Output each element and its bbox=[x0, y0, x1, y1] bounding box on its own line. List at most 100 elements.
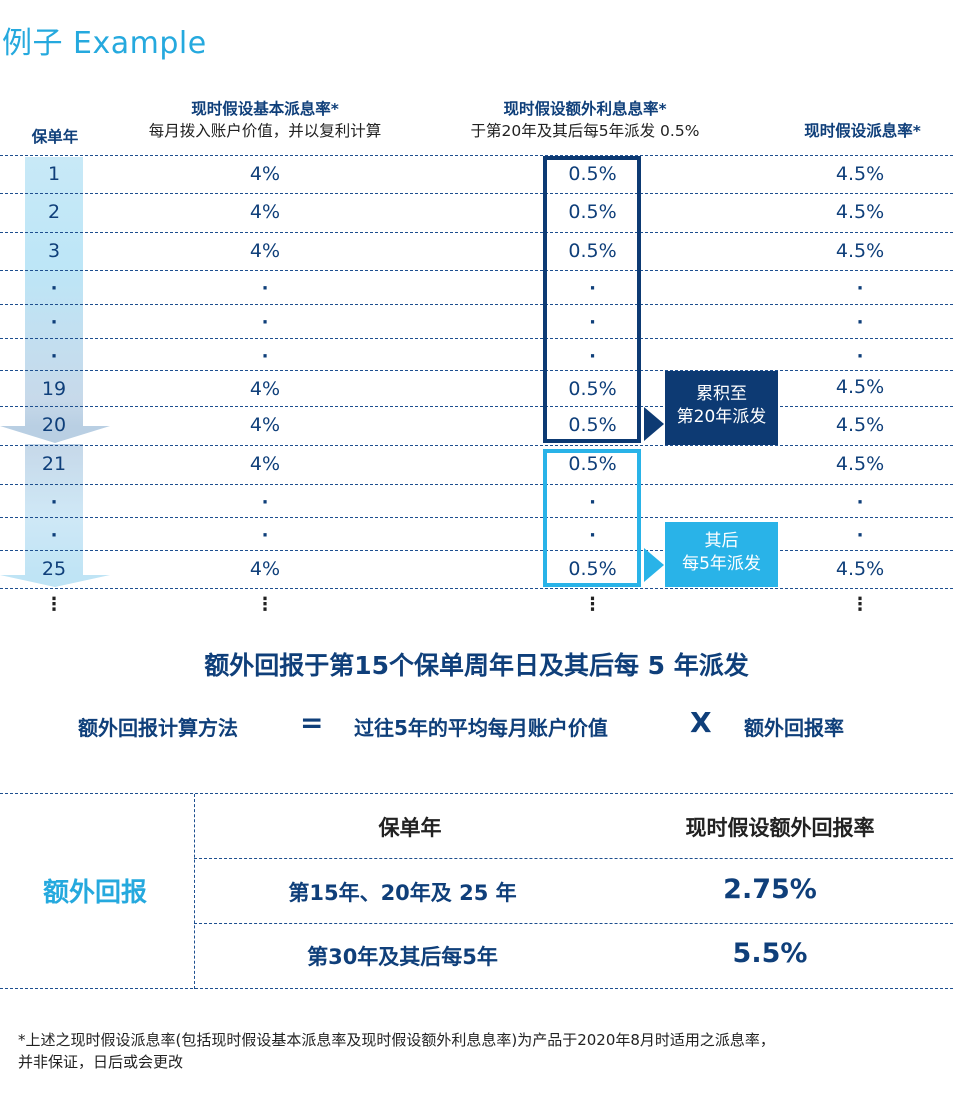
row-divider bbox=[0, 406, 953, 407]
down-arrow-icon bbox=[0, 575, 110, 587]
total-rate-cell: 4.5% bbox=[835, 163, 885, 185]
year-cell: ⋮ bbox=[45, 594, 63, 615]
year-cell: · bbox=[50, 525, 58, 546]
extra-rate-cell: 0.5% bbox=[568, 453, 617, 475]
bonus-row-year: 第15年、20年及 25 年 bbox=[288, 881, 517, 905]
year-cell: 21 bbox=[41, 453, 67, 475]
row-divider bbox=[0, 232, 953, 233]
base-rate-cell: · bbox=[261, 525, 269, 546]
base-rate-cell: 4% bbox=[249, 453, 281, 475]
base-rate-cell: 4% bbox=[249, 163, 281, 185]
year-cell: 3 bbox=[47, 240, 61, 262]
year-cell: 1 bbox=[47, 163, 61, 185]
year-cell: · bbox=[50, 492, 58, 513]
table-bottom-border bbox=[0, 988, 953, 989]
extra-rate-cell: 0.5% bbox=[568, 240, 617, 262]
row-divider bbox=[0, 445, 953, 446]
row-divider bbox=[0, 155, 953, 156]
header-extra-rate-title: 现时假设额外利息息率* bbox=[503, 100, 667, 118]
row-divider bbox=[0, 270, 953, 271]
arrow-right-icon bbox=[644, 407, 664, 441]
table-row-divider bbox=[194, 923, 953, 924]
header-base-rate-title: 现时假设基本派息率* bbox=[191, 100, 339, 118]
total-rate-cell: · bbox=[856, 525, 864, 546]
total-rate-cell: · bbox=[856, 312, 864, 333]
header-base-rate-sub: 每月拨入账户价值，并以复利计算 bbox=[148, 122, 382, 140]
row-divider bbox=[0, 338, 953, 339]
row-divider bbox=[0, 550, 953, 551]
extra-rate-cell: · bbox=[589, 312, 596, 333]
extra-rate-cell: 0.5% bbox=[568, 558, 617, 580]
table-row-divider bbox=[194, 858, 953, 859]
down-arrow-icon bbox=[0, 426, 110, 443]
row-divider bbox=[0, 484, 953, 485]
extra-rate-cell: 0.5% bbox=[568, 163, 617, 185]
row-divider bbox=[0, 304, 953, 305]
header-total-rate: 现时假设派息率* bbox=[775, 120, 950, 142]
bonus-col-rate: 现时假设额外回报率 bbox=[685, 816, 875, 840]
total-rate-cell: 4.5% bbox=[835, 201, 885, 223]
row-divider bbox=[0, 588, 953, 589]
header-year: 保单年 bbox=[15, 126, 95, 148]
equals-sign: = bbox=[300, 706, 324, 739]
total-rate-cell: 4.5% bbox=[835, 376, 885, 398]
extra-rate-cell: 0.5% bbox=[568, 201, 617, 223]
arrow-right-icon bbox=[644, 548, 664, 582]
formula-label: 额外回报计算方法 bbox=[78, 716, 238, 740]
row-divider bbox=[0, 370, 953, 371]
extra-rate-cell: · bbox=[589, 346, 596, 367]
extra-rate-cell: ⋮ bbox=[583, 594, 602, 615]
header-extra-rate-sub: 于第20年及其后每5年派发 0.5% bbox=[470, 122, 700, 140]
base-rate-cell: · bbox=[261, 312, 269, 333]
base-rate-cell: 4% bbox=[249, 240, 281, 262]
base-rate-cell: · bbox=[261, 346, 269, 367]
bonus-row-year: 第30年及其后每5年 bbox=[307, 945, 498, 969]
header-extra-rate: 现时假设额外利息息率* 于第20年及其后每5年派发 0.5% bbox=[425, 98, 745, 142]
base-rate-cell: · bbox=[261, 278, 269, 299]
year-cell: 20 bbox=[41, 414, 67, 436]
after-tag-line1: 其后 bbox=[704, 531, 739, 551]
extra-rate-cell: 0.5% bbox=[568, 378, 617, 400]
table-top-border bbox=[0, 793, 953, 794]
base-rate-cell: 4% bbox=[249, 558, 281, 580]
bonus-row-rate: 2.75% bbox=[723, 874, 817, 905]
bonus-label: 额外回报 bbox=[42, 878, 147, 908]
footnote: *上述之现时假设派息率(包括现时假设基本派息率及现时假设额外利息息率)为产品于2… bbox=[18, 1029, 933, 1073]
after-tag: 其后 每5年派发 bbox=[665, 522, 778, 587]
extra-rate-cell: · bbox=[589, 525, 596, 546]
total-rate-cell: 4.5% bbox=[835, 240, 885, 262]
row-divider bbox=[0, 517, 953, 518]
year-cell: 2 bbox=[47, 201, 61, 223]
total-rate-cell: · bbox=[856, 492, 864, 513]
base-rate-cell: ⋮ bbox=[256, 594, 274, 615]
formula-term1: 过往5年的平均每月账户价值 bbox=[354, 716, 608, 740]
base-rate-cell: 4% bbox=[249, 414, 281, 436]
formula-term2: 额外回报率 bbox=[744, 716, 844, 740]
subsequent-period-box bbox=[543, 449, 641, 587]
row-divider bbox=[0, 193, 953, 194]
base-rate-cell: 4% bbox=[249, 201, 281, 223]
total-rate-cell: ⋮ bbox=[851, 594, 869, 615]
total-rate-cell: 4.5% bbox=[835, 558, 885, 580]
bonus-col-year: 保单年 bbox=[378, 816, 442, 840]
extra-rate-cell: 0.5% bbox=[568, 414, 617, 436]
bonus-headline: 额外回报于第15个保单周年日及其后每 5 年派发 bbox=[204, 651, 749, 680]
year-cell: · bbox=[50, 312, 58, 333]
accumulate-tag: 累积至 第20年派发 bbox=[665, 371, 778, 445]
after-tag-line2: 每5年派发 bbox=[682, 554, 761, 574]
total-rate-cell: · bbox=[856, 346, 864, 367]
base-rate-cell: · bbox=[261, 492, 269, 513]
year-cell: · bbox=[50, 278, 58, 299]
total-rate-cell: 4.5% bbox=[835, 414, 885, 436]
header-base-rate: 现时假设基本派息率* 每月拨入账户价值，并以复利计算 bbox=[110, 98, 420, 142]
footnote-line1: *上述之现时假设派息率(包括现时假设基本派息率及现时假设额外利息息率)为产品于2… bbox=[18, 1031, 775, 1049]
total-rate-cell: · bbox=[856, 278, 864, 299]
table-vertical-divider bbox=[194, 794, 195, 989]
multiply-sign: X bbox=[690, 706, 712, 739]
base-rate-cell: 4% bbox=[249, 378, 281, 400]
year-cell: · bbox=[50, 346, 58, 367]
accumulated-period-box bbox=[543, 156, 641, 443]
accumulate-tag-line1: 累积至 bbox=[696, 384, 747, 404]
header-year-label: 保单年 bbox=[31, 128, 79, 146]
footnote-line2: 并非保证，日后或会更改 bbox=[18, 1053, 184, 1071]
